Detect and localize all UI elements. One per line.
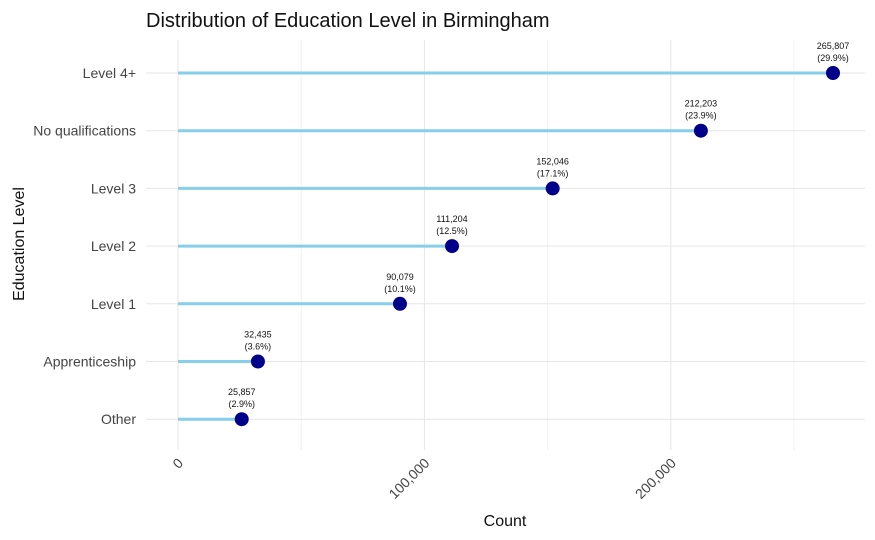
- value-label: 32,435: [244, 330, 272, 340]
- x-axis-title: Count: [484, 513, 527, 530]
- y-tick-label: Level 1: [91, 296, 136, 312]
- value-label: 265,807: [817, 41, 850, 51]
- x-tick-labels: 0 100,000 200,000: [169, 455, 679, 502]
- y-tick-label: Level 2: [91, 238, 136, 254]
- percent-label: (17.1%): [537, 168, 569, 178]
- y-tick-label: No qualifications: [33, 123, 136, 139]
- y-tick-label: Level 3: [91, 180, 136, 196]
- value-label: 111,204: [436, 214, 467, 224]
- percent-label: (23.9%): [685, 111, 717, 121]
- stems: [178, 71, 833, 421]
- data-point: [545, 181, 560, 196]
- y-tick-label: Level 4+: [83, 65, 136, 81]
- percent-label: (3.6%): [245, 342, 272, 352]
- percent-label: (2.9%): [228, 399, 255, 409]
- y-tick-label: Other: [101, 411, 136, 427]
- percent-label: (10.1%): [384, 284, 416, 294]
- points: [234, 66, 840, 427]
- data-point: [445, 239, 460, 254]
- data-point: [234, 412, 249, 427]
- percent-label: (29.9%): [817, 53, 849, 63]
- y-tick-label: Apprenticeship: [43, 354, 136, 370]
- x-tick-label: 100,000: [385, 455, 432, 502]
- data-point: [826, 66, 840, 80]
- chart-title: Distribution of Education Level in Birmi…: [146, 10, 550, 32]
- y-axis-title: Education Level: [11, 187, 28, 301]
- x-tick-label: 200,000: [632, 455, 679, 502]
- percent-label: (12.5%): [436, 226, 468, 236]
- value-label: 90,079: [386, 272, 414, 282]
- data-labels: 265,807 (29.9%) 212,203 (23.9%) 152,046 (17.1…: [228, 41, 849, 409]
- data-point: [250, 354, 265, 369]
- value-label: 25,857: [228, 387, 256, 397]
- data-point: [693, 123, 708, 138]
- data-point: [392, 296, 407, 311]
- x-tick-label: 0: [169, 455, 186, 472]
- value-label: 152,046: [536, 156, 569, 166]
- value-label: 212,203: [685, 99, 718, 109]
- y-tick-labels: Level 4+ No qualifications Level 3 Level 2 L…: [33, 65, 136, 427]
